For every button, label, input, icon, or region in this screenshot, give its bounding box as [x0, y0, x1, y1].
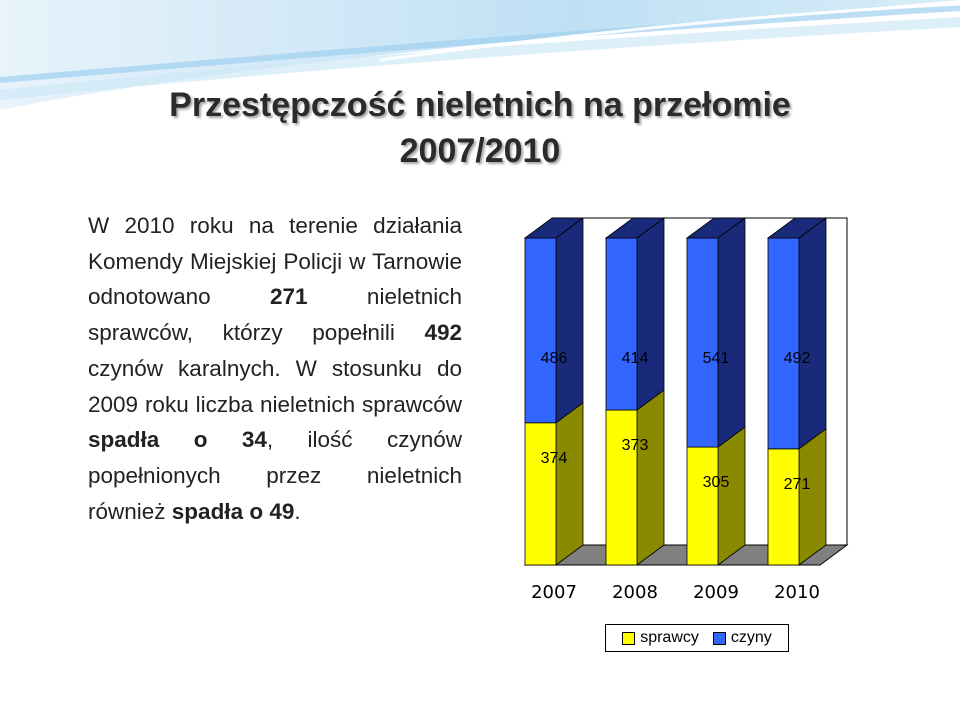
bar-sprawcy — [686, 446, 719, 566]
bar-side-sprawcy — [555, 401, 584, 566]
page-title-line-1: Przestępczość nieletnich na przełomie — [169, 86, 791, 124]
x-tick-label: 2008 — [612, 582, 658, 603]
bar-side-czyny — [798, 217, 827, 450]
data-label-sprawcy: 305 — [703, 474, 730, 491]
bar-side-czyny — [717, 217, 746, 448]
page-title-line-2: 2007/2010 — [399, 132, 561, 170]
text-part-1: W 2010 roku na terenie działania Komendy… — [88, 213, 462, 310]
bar-side-czyny — [555, 217, 584, 424]
description-paragraph: W 2010 roku na terenie działania Komendy… — [88, 208, 462, 529]
chart-legend: sprawcy czyny — [605, 624, 789, 652]
x-tick-label: 2009 — [693, 582, 739, 603]
x-tick-label: 2007 — [531, 582, 577, 603]
legend-item-sprawcy: sprawcy — [622, 629, 699, 647]
bar-czyny — [767, 237, 800, 450]
bar-top-czyny — [685, 217, 747, 239]
data-label-czyny: 541 — [703, 350, 730, 367]
text-part-3: czynów karalnych. W stosunku do 2009 rok… — [88, 355, 462, 417]
bar-czyny — [605, 237, 638, 411]
bar-czyny — [686, 237, 719, 448]
data-label-czyny: 486 — [541, 350, 568, 367]
bar-side-sprawcy — [798, 428, 827, 566]
number-acts: 492 — [424, 320, 462, 346]
legend-label-czyny: czyny — [730, 629, 772, 646]
acts-drop: spadła o 49 — [171, 498, 295, 524]
bar-side-sprawcy — [717, 426, 746, 566]
bar-side-sprawcy — [636, 389, 665, 566]
text-part-4: , ilość czynów popełnionych przez nielet… — [88, 427, 462, 524]
page-title: Przestępczość nieletnich na przełomie 20… — [60, 82, 900, 174]
header-swoosh-decoration — [0, 0, 960, 110]
bar-sprawcy — [767, 448, 800, 566]
legend-label-sprawcy: sprawcy — [640, 629, 699, 646]
stacked-bar-chart: 374 486 2007 373 414 2008 305 541 2009 271 492 2010 — [523, 217, 849, 603]
bar-top-czyny — [766, 217, 828, 239]
bar-czyny — [524, 237, 557, 424]
data-label-sprawcy: 374 — [541, 450, 568, 467]
number-offenders: 271 — [270, 284, 308, 310]
bar-sprawcy — [524, 422, 557, 566]
offenders-drop: spadła o 34 — [88, 427, 267, 453]
data-label-czyny: 492 — [784, 350, 811, 367]
bar-side-czyny — [636, 217, 665, 411]
bar-top-czyny — [604, 217, 666, 239]
text-part-2: nieletnich sprawców, którzy popełnili — [88, 284, 462, 346]
legend-swatch-sprawcy — [622, 631, 636, 645]
bar-top-czyny — [523, 217, 585, 239]
text-part-5: . — [294, 498, 301, 524]
bar-sprawcy — [605, 409, 638, 566]
data-label-sprawcy: 271 — [784, 476, 811, 493]
data-label-czyny: 414 — [622, 350, 649, 367]
legend-swatch-czyny — [712, 631, 726, 645]
x-tick-label: 2010 — [774, 582, 820, 603]
data-label-sprawcy: 373 — [622, 437, 649, 454]
legend-item-czyny: czyny — [712, 629, 772, 647]
